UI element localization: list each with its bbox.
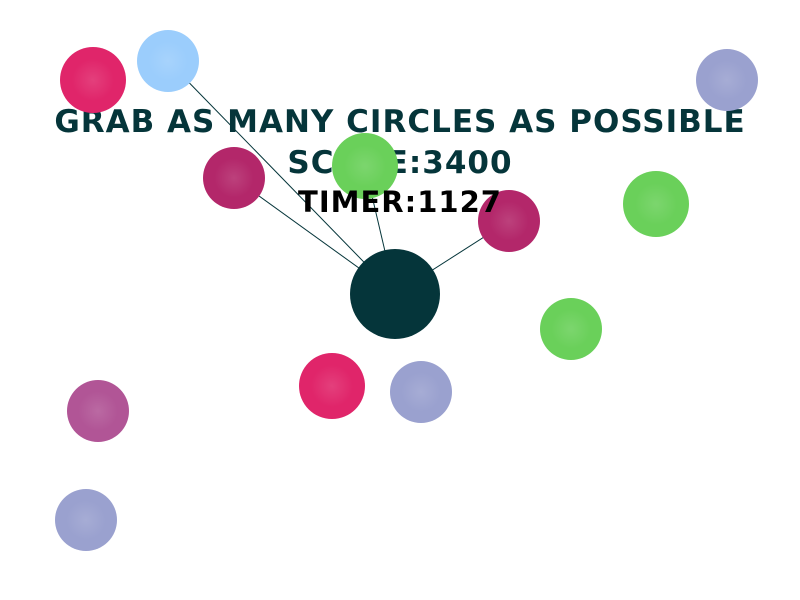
orchid-circle[interactable] [67, 380, 129, 442]
score-value: 3400 [422, 145, 513, 181]
green-circle[interactable] [540, 298, 602, 360]
timer-value: 1127 [417, 185, 502, 219]
crimson-circle[interactable] [60, 47, 126, 113]
green-circle[interactable] [623, 171, 689, 237]
crimson-circle[interactable] [299, 353, 365, 419]
instruction-text: Grab as many circles as possible [54, 104, 746, 140]
lavender-circle[interactable] [390, 361, 452, 423]
player-circle[interactable] [350, 249, 440, 339]
timer-display: Timer:1127 [0, 185, 800, 219]
timer-label: Timer: [298, 185, 418, 219]
sky-blue-circle[interactable] [137, 30, 199, 92]
lavender-circle[interactable] [55, 489, 117, 551]
lavender-circle[interactable] [696, 49, 758, 111]
score-display: Score:3400 [0, 145, 800, 181]
